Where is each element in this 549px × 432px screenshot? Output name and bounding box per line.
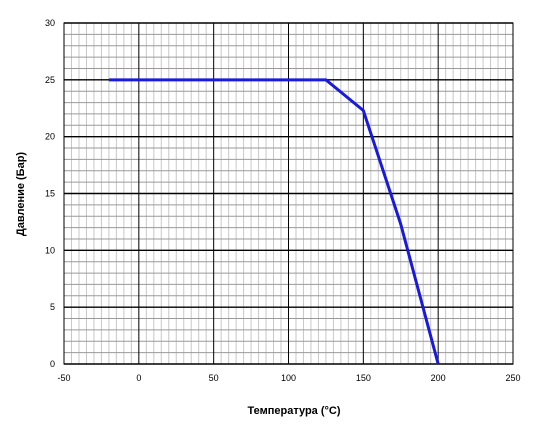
series-line: [108, 78, 440, 365]
x-tick-label: 250: [505, 373, 520, 383]
y-tick-labels: 0 5 10 15 20 25 30: [45, 18, 55, 369]
y-axis-title: Давление (Бар): [15, 152, 27, 237]
x-tick-labels: -50 0 50 100 150 200 250: [57, 373, 520, 383]
y-tick-label: 5: [50, 302, 55, 312]
y-tick-label: 15: [45, 189, 55, 199]
series-layer: [108, 78, 440, 365]
y-tick-label: 0: [50, 359, 55, 369]
x-tick-label: -50: [57, 373, 70, 383]
plot-frame: [63, 22, 514, 365]
y-tick-label: 10: [45, 245, 55, 255]
y-tick-label: 30: [45, 18, 55, 28]
x-tick-label: 50: [209, 373, 219, 383]
y-tick-label: 20: [45, 132, 55, 142]
y-tick-label: 25: [45, 75, 55, 85]
x-tick-label: 150: [356, 373, 371, 383]
x-tick-label: 200: [431, 373, 446, 383]
x-axis-title: Температура (°C): [247, 405, 340, 417]
x-tick-label: 0: [136, 373, 141, 383]
x-tick-label: 100: [281, 373, 296, 383]
